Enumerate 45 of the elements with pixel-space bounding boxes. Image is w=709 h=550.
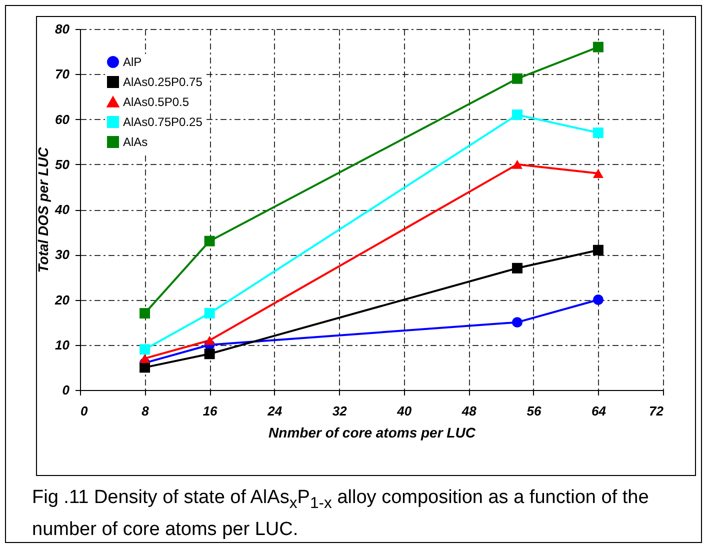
x-tick-label: 56	[526, 404, 542, 418]
point	[592, 168, 604, 178]
y-tick-label: 0	[62, 382, 70, 398]
x-tick-label: 48	[460, 404, 478, 418]
legend-label: AlAs0.5P0.5	[123, 95, 190, 109]
point	[592, 244, 604, 256]
point	[140, 344, 150, 355]
point	[204, 348, 215, 360]
point	[204, 236, 215, 246]
x-tick-label: 8	[142, 404, 150, 418]
point	[512, 73, 522, 84]
legend-label: AlAs0.25P0.75	[123, 75, 203, 89]
x-tick-label: 0	[80, 404, 88, 418]
y-axis-title: Total DOS per LUC	[35, 146, 52, 273]
x-tick-label: 40	[396, 404, 412, 418]
legend-label: AlP	[123, 55, 142, 69]
y-tick-label: 40	[54, 202, 70, 217]
point	[140, 354, 150, 363]
y-tick-label: 30	[55, 247, 70, 262]
point	[140, 308, 150, 319]
point	[140, 362, 150, 373]
y-tick-label: 70	[55, 66, 70, 82]
x-axis-title: Nnmber of core atoms per LUC	[268, 424, 476, 440]
y-tick-label: 10	[55, 337, 70, 352]
point	[512, 109, 522, 120]
point	[204, 336, 215, 345]
x-tick-label: 16	[202, 404, 218, 418]
text: Fig .11 Density of state of AlAs$_{x}$P$_{1-x}$ alloy composition as a function of the number of core atoms per LUC.	[32, 487, 649, 540]
x-tick-label: 24	[266, 404, 283, 418]
y-tick-label: 20	[54, 292, 70, 308]
x-tick-label: 32	[332, 404, 348, 418]
legend-label: AlAs	[123, 135, 148, 149]
point	[512, 317, 522, 328]
y-tick-label: 50	[55, 156, 70, 172]
y-tick-label: 60	[55, 112, 70, 127]
legend-label: AlAs0.75P0.25	[123, 115, 203, 129]
point	[512, 262, 522, 274]
point	[592, 42, 604, 52]
x-tick-label: 64	[591, 404, 607, 418]
point	[592, 128, 604, 138]
y-tick-label: 80	[55, 22, 70, 36]
point	[204, 308, 215, 319]
point	[512, 160, 522, 169]
x-tick-label: 72	[649, 404, 664, 418]
point	[592, 294, 604, 305]
